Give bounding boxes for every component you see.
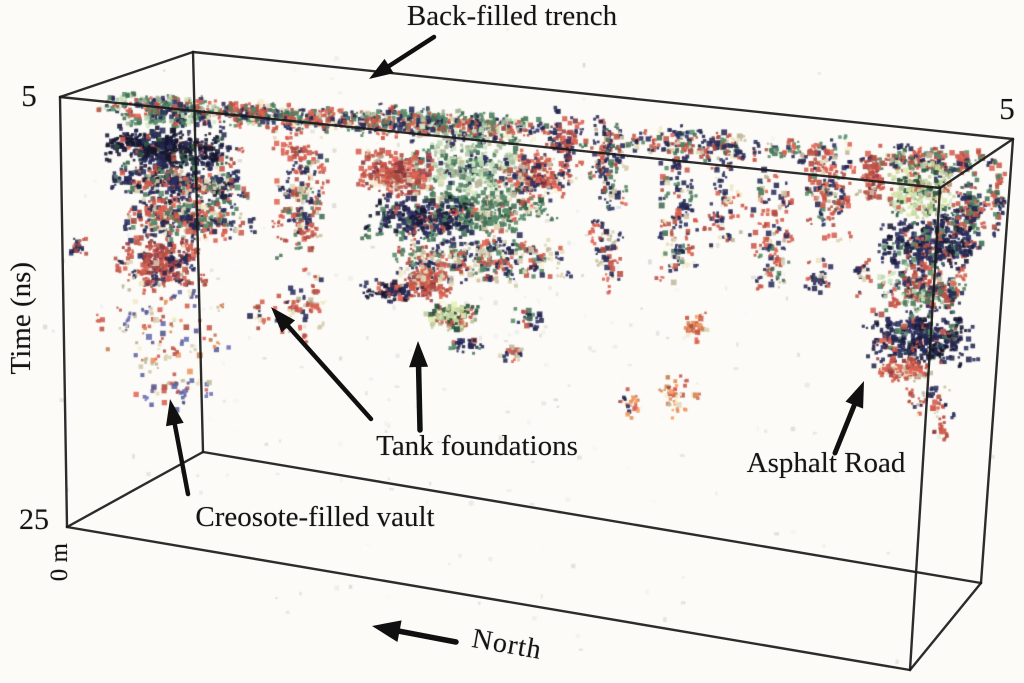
cube-edge-fbl-fbr <box>65 525 912 672</box>
cube-edge-btr-bbr <box>979 137 1015 585</box>
cube-edge-ftr-fbr <box>908 186 942 672</box>
asphalt-arrow <box>832 381 864 456</box>
time-axis-bottom-tick: 25 <box>19 503 49 536</box>
tank-arrow-diagonal <box>271 307 374 422</box>
annotation-back-filled-trench: Back-filled trench <box>406 0 618 32</box>
tank-arrow-vertical <box>409 341 429 433</box>
north-arrow <box>372 620 459 645</box>
annotation-tank-foundations: Tank foundations <box>376 430 578 462</box>
cube-edge-fbr-bbr <box>908 581 983 672</box>
annotation-asphalt-road: Asphalt Road <box>746 447 906 479</box>
cube-edge-btl-btr <box>191 50 1015 141</box>
creosote-arrow <box>165 399 191 497</box>
time-axis-top-tick-right: 5 <box>999 91 1015 126</box>
cube-edge-bbl-bbr <box>201 450 983 585</box>
time-axis-top-tick-left: 5 <box>21 78 37 113</box>
trench-arrow <box>369 34 437 79</box>
time-axis-label: Time (ns) <box>4 261 37 375</box>
cube-edge-ftr-btr <box>938 137 1015 190</box>
cube-edge-ftl-fbl <box>58 95 69 529</box>
cube-edge-btl-bbl <box>191 50 205 454</box>
distance-origin-label: 0 m <box>45 543 73 582</box>
cube-edge-ftl-ftr <box>58 95 942 190</box>
annotation-creosote-filled-vault: Creosote-filled vault <box>195 501 435 533</box>
cube-edge-ftl-btl <box>58 50 195 99</box>
